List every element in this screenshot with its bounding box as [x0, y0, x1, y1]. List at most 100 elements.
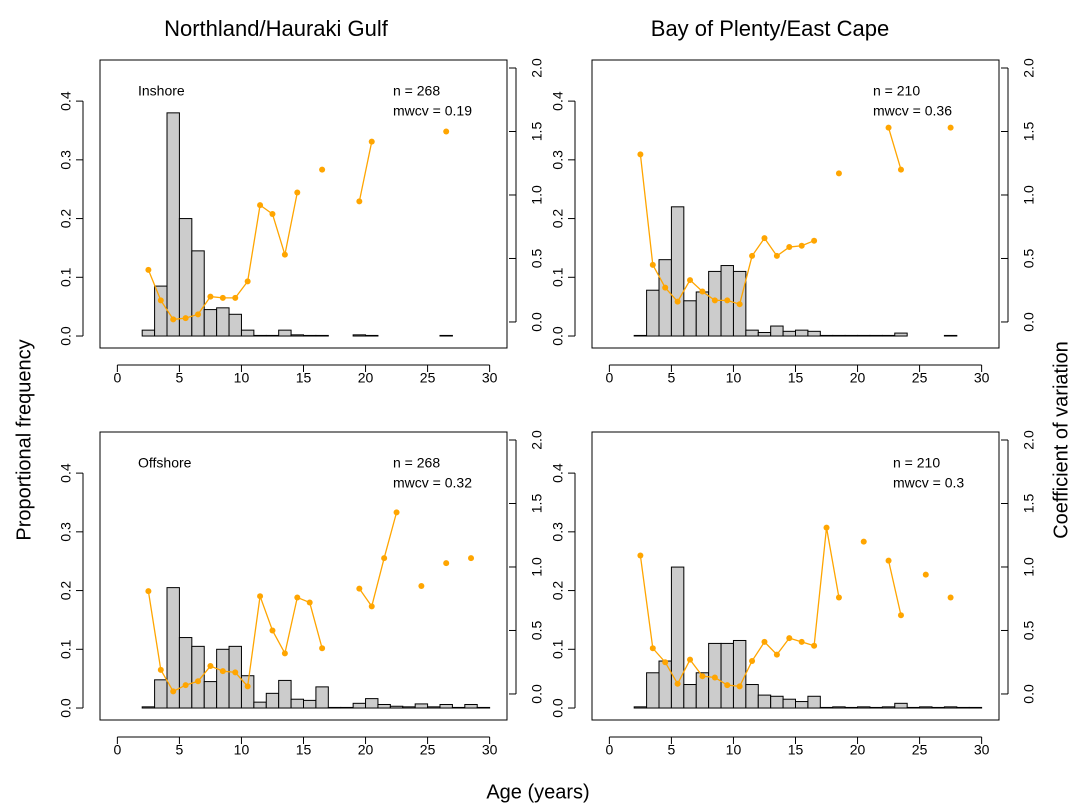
- x-tick-label: 10: [234, 370, 250, 386]
- bar: [191, 645, 205, 709]
- bar: [757, 331, 772, 337]
- bar: [943, 706, 958, 709]
- cv-point: [823, 524, 830, 531]
- cv-point: [885, 124, 892, 131]
- x-tick-label: 10: [726, 370, 742, 386]
- cv-point: [257, 202, 264, 209]
- bar: [303, 334, 317, 337]
- x-tick-label: 0: [113, 370, 121, 386]
- bar: [427, 706, 441, 709]
- y-tick-label: 0.4: [58, 463, 74, 483]
- x-tick-label: 5: [176, 370, 184, 386]
- bar: [439, 334, 453, 337]
- bar: [869, 334, 883, 337]
- y-tick-label: 0.1: [58, 267, 74, 287]
- bar: [745, 684, 759, 709]
- bar: [290, 698, 304, 709]
- cv-point: [724, 682, 731, 689]
- bar: [782, 698, 797, 709]
- cv-point: [244, 278, 251, 285]
- y-tick-label: 0.0: [58, 326, 74, 346]
- y-tick-label: 0.0: [550, 698, 566, 718]
- x-tick-label: 5: [668, 742, 676, 758]
- bar: [881, 706, 896, 709]
- y-axis-label: Proportional frequency: [13, 339, 35, 540]
- x-tick-label: 10: [726, 742, 742, 758]
- bar: [770, 695, 784, 709]
- cv-point: [897, 612, 904, 619]
- bar: [869, 706, 883, 709]
- cv-point: [835, 170, 842, 177]
- y-tick-label: 0.0: [550, 326, 566, 346]
- bar: [352, 334, 367, 337]
- y-tick-label: 0.3: [58, 522, 74, 542]
- bar: [141, 706, 156, 709]
- bar: [166, 112, 180, 337]
- plot-frame: [591, 431, 1000, 721]
- y2-tick-label: 0.0: [529, 684, 545, 704]
- x-tick-label: 15: [296, 370, 312, 386]
- bar: [303, 699, 317, 709]
- cv-point: [418, 583, 425, 590]
- cv-point: [687, 277, 694, 284]
- column-title: Northland/Hauraki Gulf: [164, 16, 389, 41]
- x-tick-label: 0: [605, 742, 613, 758]
- cv-point: [711, 297, 718, 304]
- bar: [216, 648, 230, 709]
- cv-point: [232, 294, 239, 301]
- bar: [807, 330, 821, 337]
- cv-point: [699, 288, 706, 295]
- bar: [476, 706, 491, 709]
- cv-point: [207, 663, 214, 670]
- cv-point: [306, 599, 313, 606]
- bar: [956, 706, 970, 709]
- x-tick-label: 20: [850, 742, 866, 758]
- x-tick-label: 30: [482, 370, 498, 386]
- bar: [745, 329, 759, 337]
- bar: [919, 706, 933, 709]
- bar: [633, 706, 648, 709]
- bar: [439, 703, 453, 709]
- y2-tick-label: 1.0: [529, 557, 545, 577]
- bar: [894, 332, 908, 337]
- x-tick-label: 10: [234, 742, 250, 758]
- bar: [414, 703, 429, 709]
- cv-point: [195, 678, 202, 685]
- bar: [894, 702, 908, 709]
- cv-point: [947, 124, 954, 131]
- cv-point: [269, 211, 276, 218]
- cv-point: [219, 668, 226, 675]
- bar: [795, 701, 809, 709]
- y2-tick-label: 0.0: [529, 312, 545, 332]
- cv-line: [358, 141, 373, 202]
- cv-point: [157, 297, 164, 304]
- y-tick-label: 0.2: [58, 581, 74, 601]
- cv-point: [947, 594, 954, 601]
- cv-point: [269, 627, 276, 634]
- cv-point: [145, 266, 152, 273]
- y2-tick-label: 1.5: [529, 494, 545, 514]
- bar: [191, 250, 205, 337]
- cv-point: [182, 682, 189, 689]
- plot-frame: [99, 431, 508, 721]
- y2-tick-label: 1.0: [1021, 557, 1037, 577]
- cv-point: [170, 316, 177, 323]
- y-tick-label: 0.4: [58, 91, 74, 111]
- bar: [857, 706, 871, 709]
- bar: [881, 334, 896, 337]
- cv-point: [674, 298, 681, 305]
- bar: [377, 703, 391, 709]
- y-tick-label: 0.0: [58, 698, 74, 718]
- y-tick-label: 0.4: [550, 463, 566, 483]
- cv-point: [637, 552, 644, 559]
- bar: [389, 705, 404, 709]
- cv-point: [724, 297, 731, 304]
- annotation: mwcv = 0.32: [393, 475, 472, 491]
- x-tick-label: 30: [482, 742, 498, 758]
- cv-point: [761, 638, 768, 645]
- cv-point: [885, 557, 892, 564]
- bar: [720, 642, 734, 709]
- x-tick-label: 30: [974, 370, 990, 386]
- bar: [315, 334, 329, 337]
- cv-point: [922, 571, 929, 578]
